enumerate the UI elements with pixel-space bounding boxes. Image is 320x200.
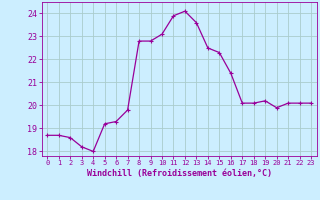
X-axis label: Windchill (Refroidissement éolien,°C): Windchill (Refroidissement éolien,°C) — [87, 169, 272, 178]
